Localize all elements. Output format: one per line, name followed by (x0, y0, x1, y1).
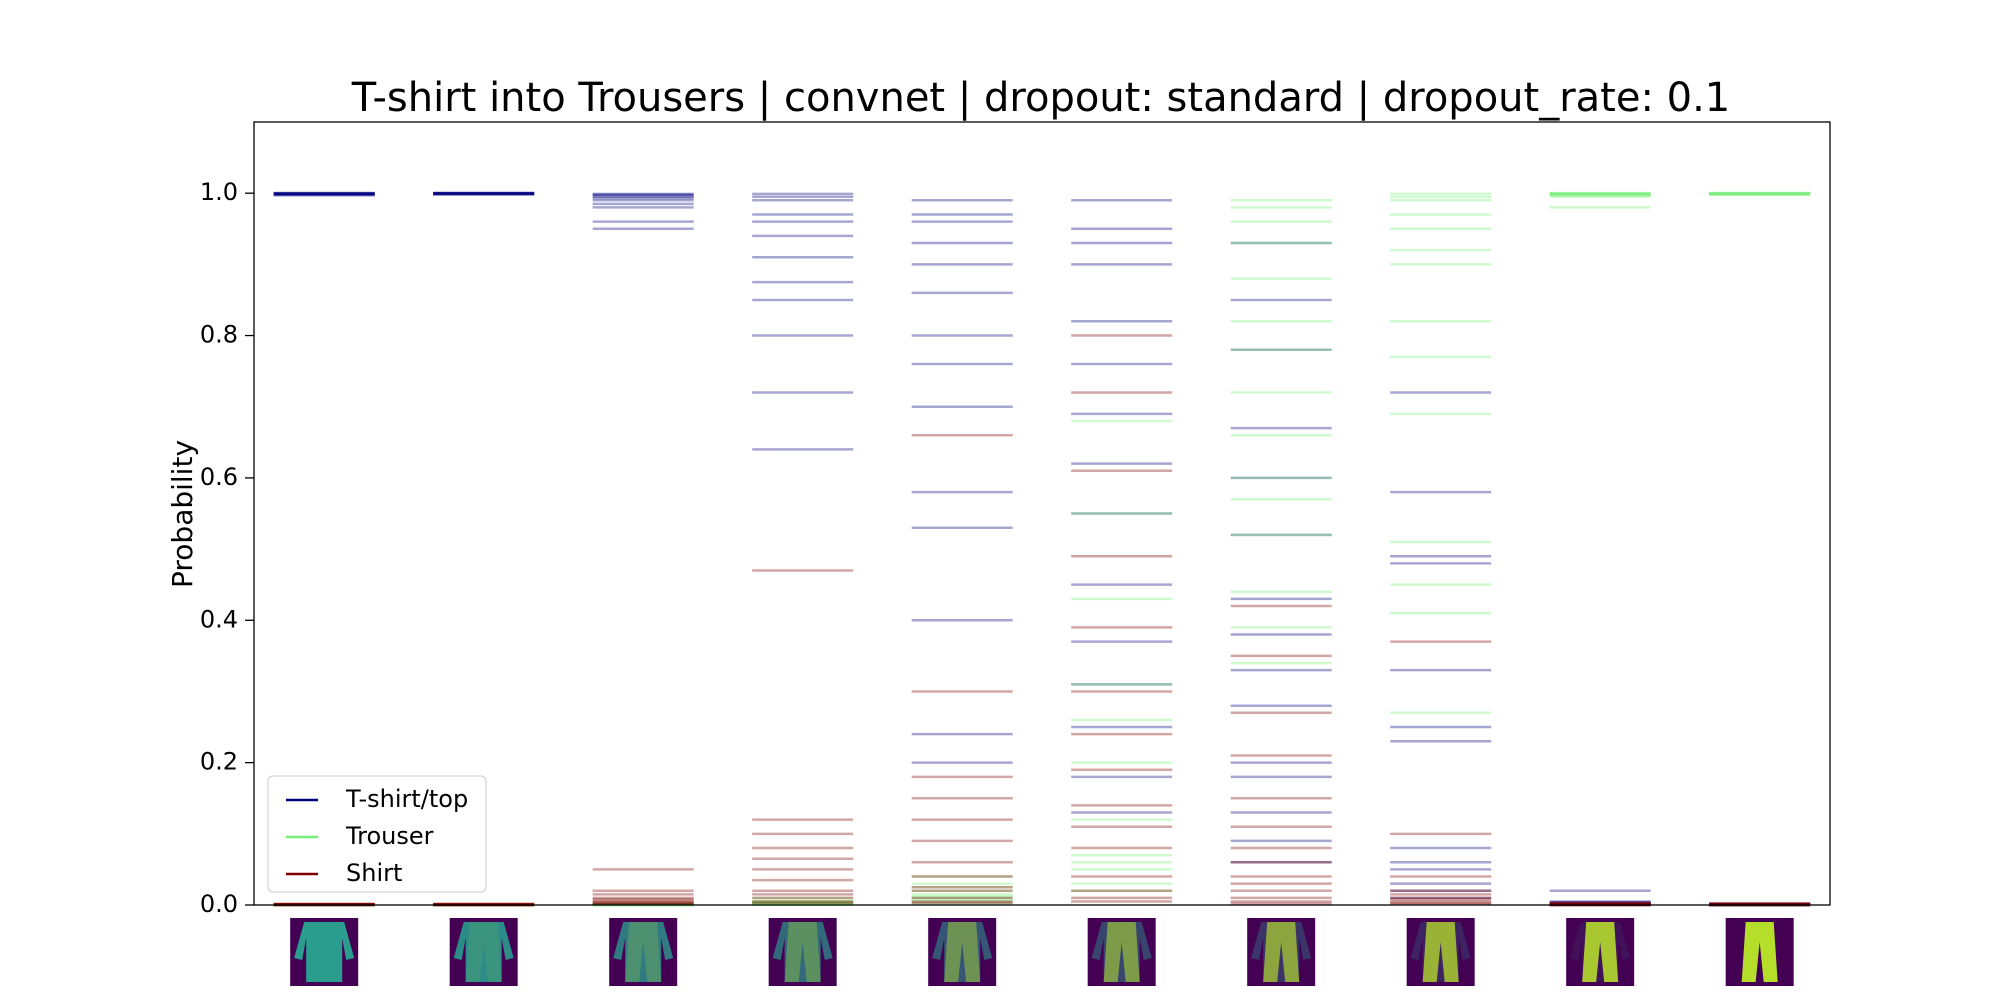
thumb-shirt (294, 922, 355, 982)
y-tick-label: 0.6 (200, 463, 238, 491)
thumb-trousers (1741, 922, 1778, 982)
legend-label: Trouser (345, 822, 434, 850)
y-axis-label: Probability (166, 440, 199, 588)
thumb-trousers (1582, 922, 1619, 982)
thumbnail (1087, 918, 1156, 986)
y-tick-label: 0.0 (200, 890, 238, 918)
y-tick-label: 0.4 (200, 605, 238, 633)
thumb-trousers (1263, 922, 1300, 982)
thumbnail (609, 918, 678, 986)
y-tick-label: 1.0 (200, 178, 238, 206)
thumb-trousers (1103, 922, 1140, 982)
legend: T-shirt/top Trouser Shirt (267, 775, 487, 893)
thumbnail (1566, 918, 1635, 986)
thumb-trousers (625, 922, 662, 982)
y-tick-label: 0.8 (200, 321, 238, 349)
thumb-trousers (465, 922, 502, 982)
thumb-shirt (453, 922, 514, 982)
thumbnail (1247, 918, 1316, 986)
thumb-trousers (944, 922, 981, 982)
thumb-shirt (772, 922, 833, 982)
thumbnail (290, 918, 359, 986)
thumb-shirt (932, 922, 993, 982)
thumbnail (1725, 918, 1794, 986)
legend-label: T-shirt/top (345, 785, 468, 813)
thumbnail (928, 918, 997, 986)
thumbnail (449, 918, 518, 986)
y-tick-label: 0.2 (200, 748, 238, 776)
thumbnail (1406, 918, 1475, 986)
plot-frame (253, 121, 1831, 906)
thumbnail (768, 918, 837, 986)
thumb-trousers (784, 922, 821, 982)
legend-box (267, 775, 487, 893)
legend-label: Shirt (346, 859, 402, 887)
thumb-trousers (1422, 922, 1459, 982)
chart-title: T-shirt into Trousers | convnet | dropou… (351, 75, 1731, 121)
thumb-shirt (613, 922, 674, 982)
